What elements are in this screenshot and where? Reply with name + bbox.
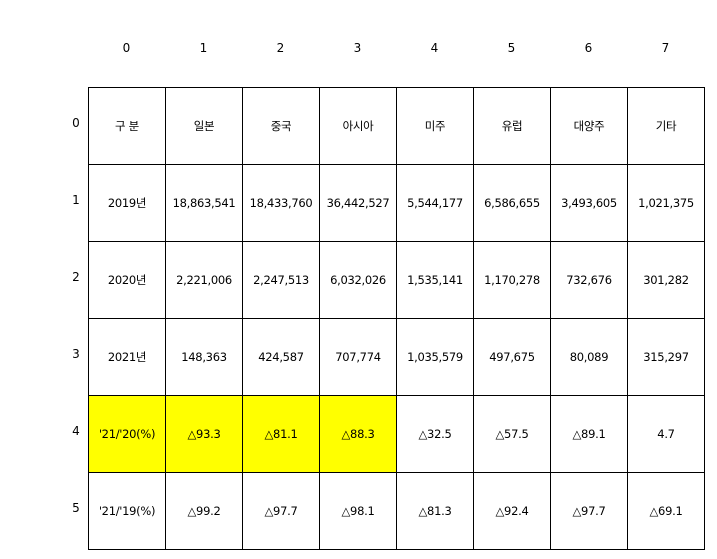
column-index-6: 6 (584, 41, 593, 55)
row-index-1: 1 (72, 193, 80, 207)
table-header-cell: 중국 (242, 87, 320, 165)
table-header-row: 구 분 일본 중국 아시아 미주 유럽 대양주 기타 (88, 87, 705, 165)
table-cell: △69.1 (627, 472, 705, 550)
table-header-cell: 아시아 (319, 87, 397, 165)
table-cell: 2019년 (88, 164, 166, 242)
column-index-4: 4 (430, 41, 439, 55)
table-cell: 1,035,579 (396, 318, 474, 396)
table-cell: 2,221,006 (165, 241, 243, 319)
table-row: 2019년 18,863,541 18,433,760 36,442,527 5… (88, 164, 705, 242)
data-table: 구 분 일본 중국 아시아 미주 유럽 대양주 기타 2019년 18,863,… (88, 87, 705, 550)
table-cell: △97.7 (550, 472, 628, 550)
table-cell: 6,032,026 (319, 241, 397, 319)
row-index-2: 2 (72, 270, 80, 284)
column-index-7: 7 (661, 41, 670, 55)
table-cell: 2,247,513 (242, 241, 320, 319)
table-header-cell: 기타 (627, 87, 705, 165)
table-cell: 6,586,655 (473, 164, 551, 242)
table-header-cell: 대양주 (550, 87, 628, 165)
table-cell: 707,774 (319, 318, 397, 396)
table-cell: 732,676 (550, 241, 628, 319)
table-cell: 2020년 (88, 241, 166, 319)
row-index-4: 4 (72, 424, 80, 438)
table-cell: △92.4 (473, 472, 551, 550)
table-cell-highlighted: △88.3 (319, 395, 397, 473)
column-index-5: 5 (507, 41, 516, 55)
table-cell: 315,297 (627, 318, 705, 396)
row-index-3: 3 (72, 347, 80, 361)
table-cell: 1,170,278 (473, 241, 551, 319)
column-index-2: 2 (276, 41, 285, 55)
row-index-0: 0 (72, 116, 80, 130)
table-row: 2020년 2,221,006 2,247,513 6,032,026 1,53… (88, 241, 705, 319)
table-cell: 80,089 (550, 318, 628, 396)
table-row: '21/'19(%) △99.2 △97.7 △98.1 △81.3 △92.4… (88, 472, 705, 550)
table-header-cell: 유럽 (473, 87, 551, 165)
table-cell-highlighted: △93.3 (165, 395, 243, 473)
column-index-1: 1 (199, 41, 208, 55)
table-cell-highlighted: △81.1 (242, 395, 320, 473)
table-cell: 36,442,527 (319, 164, 397, 242)
table-header-cell: 미주 (396, 87, 474, 165)
table-cell: 4.7 (627, 395, 705, 473)
table-row: 2021년 148,363 424,587 707,774 1,035,579 … (88, 318, 705, 396)
table-cell: 18,863,541 (165, 164, 243, 242)
table-cell: △81.3 (396, 472, 474, 550)
table-cell: △32.5 (396, 395, 474, 473)
table-cell: △98.1 (319, 472, 397, 550)
table-cell: 18,433,760 (242, 164, 320, 242)
table-cell: 1,535,141 (396, 241, 474, 319)
table-cell: 1,021,375 (627, 164, 705, 242)
column-index-0: 0 (122, 41, 131, 55)
table-cell: 5,544,177 (396, 164, 474, 242)
table-header-cell: 일본 (165, 87, 243, 165)
table-cell: 497,675 (473, 318, 551, 396)
table-header-cell: 구 분 (88, 87, 166, 165)
table-cell: 148,363 (165, 318, 243, 396)
table-cell: 301,282 (627, 241, 705, 319)
table-cell: '21/'19(%) (88, 472, 166, 550)
table-cell: △97.7 (242, 472, 320, 550)
table-cell-highlighted: '21/'20(%) (88, 395, 166, 473)
row-index-5: 5 (72, 501, 80, 515)
table-cell: 2021년 (88, 318, 166, 396)
table-row: '21/'20(%) △93.3 △81.1 △88.3 △32.5 △57.5… (88, 395, 705, 473)
table-cell: 3,493,605 (550, 164, 628, 242)
table-cell: △57.5 (473, 395, 551, 473)
table-cell: △89.1 (550, 395, 628, 473)
table-cell: 424,587 (242, 318, 320, 396)
column-index-3: 3 (353, 41, 362, 55)
table-cell: △99.2 (165, 472, 243, 550)
